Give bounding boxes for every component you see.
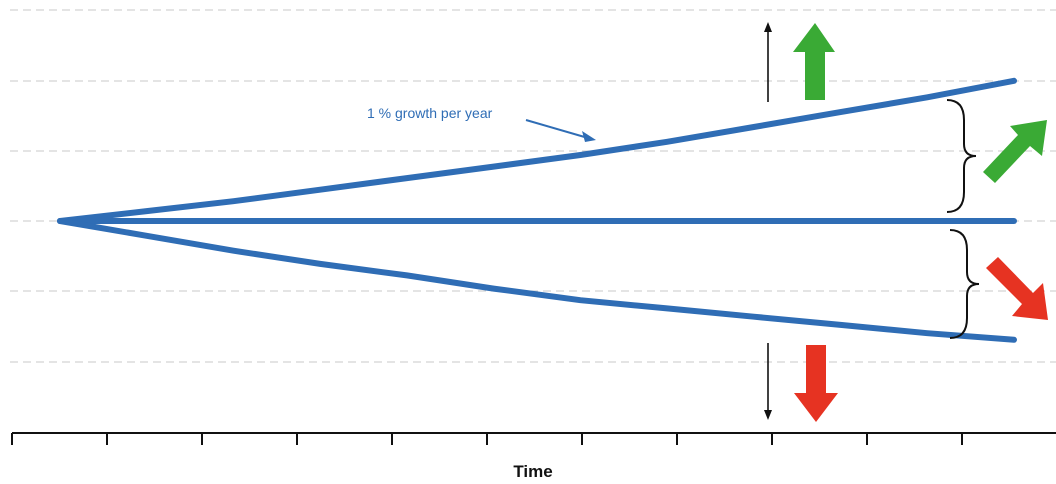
brace-icon — [949, 229, 980, 339]
grid-lines — [10, 9, 1056, 363]
thin-up-arrow-icon — [764, 22, 772, 102]
series-lines — [57, 77, 1017, 343]
arrow-up-right-icon — [983, 120, 1047, 183]
series-line-1 — [57, 77, 1017, 224]
thin-down-arrow-icon — [764, 343, 772, 420]
series-line-3 — [57, 218, 1017, 343]
arrow-up-icon — [793, 23, 835, 100]
brace-icon — [946, 99, 977, 213]
annotation-pointer — [525, 119, 596, 142]
growth-annotation: 1 % growth per year — [367, 105, 493, 121]
arrow-down-icon — [794, 345, 838, 422]
arrow-down-right-icon — [986, 257, 1048, 320]
x-axis — [11, 432, 1056, 445]
x-axis-label: Time — [513, 462, 552, 481]
